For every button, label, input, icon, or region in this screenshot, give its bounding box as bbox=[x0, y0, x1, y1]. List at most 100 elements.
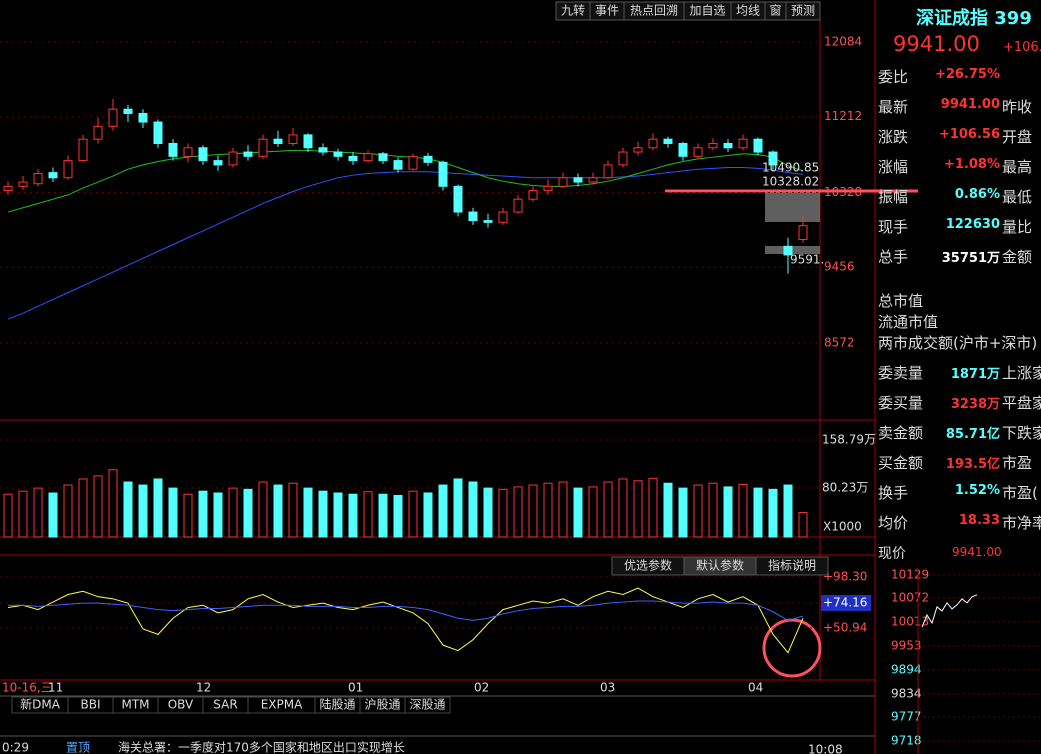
volume-bar bbox=[378, 493, 388, 538]
price-label: 9591. bbox=[790, 253, 824, 267]
quote-label: 总市值 bbox=[878, 292, 924, 310]
candle-body bbox=[498, 211, 508, 223]
param-label[interactable]: 优选参数 bbox=[624, 558, 672, 573]
quote-label: 卖金额 bbox=[878, 424, 924, 442]
volume-bar bbox=[543, 482, 553, 538]
candle-body bbox=[63, 160, 73, 179]
volume-bar bbox=[618, 478, 628, 538]
indicator-tab bbox=[404, 696, 451, 714]
volume-bar bbox=[63, 484, 73, 538]
toolbar-label[interactable]: 热点回溯 bbox=[630, 3, 678, 18]
candle-body bbox=[543, 185, 553, 192]
quote-value: +1.08% bbox=[944, 157, 1000, 172]
tab-label[interactable]: 陆股通 bbox=[319, 697, 355, 712]
param-button bbox=[755, 556, 829, 576]
volume-bar bbox=[693, 484, 703, 538]
candle-body bbox=[603, 164, 613, 179]
quote-label: 下跌家 bbox=[1002, 424, 1041, 442]
candle-body bbox=[528, 190, 538, 200]
volume-bar bbox=[318, 490, 328, 538]
quote-label: 昨收 bbox=[1002, 98, 1033, 116]
panel-bg bbox=[875, 0, 1041, 754]
volume-bar bbox=[153, 478, 163, 538]
toolbar-label[interactable]: 加自选 bbox=[689, 4, 725, 18]
tab-label[interactable]: OBV bbox=[168, 698, 194, 712]
quote-label: 金额 bbox=[1002, 248, 1033, 266]
volume-bar bbox=[738, 483, 748, 538]
toolbar-label[interactable]: 均线 bbox=[736, 4, 760, 18]
stock-name: 深证成指 399 bbox=[916, 8, 1032, 29]
mini-tick-label: 9834 bbox=[891, 687, 922, 701]
toolbar-label[interactable]: 九转 bbox=[561, 3, 585, 18]
quote-label: 平盘家 bbox=[1002, 394, 1041, 412]
quote-label: 均价 bbox=[878, 514, 909, 532]
volume-bar bbox=[723, 486, 733, 538]
quote-value: 85.71亿 bbox=[945, 427, 1000, 442]
candle-body bbox=[138, 112, 148, 123]
x-tick-label: 10-16,三 bbox=[2, 681, 53, 695]
volume-bar bbox=[123, 481, 133, 538]
volume-bar bbox=[273, 484, 283, 538]
candle-body bbox=[768, 151, 778, 166]
volume-bar bbox=[288, 482, 298, 538]
y-tick-label: 12084 bbox=[824, 34, 862, 48]
now-value: 9941.00 bbox=[952, 545, 1002, 559]
toolbar-button bbox=[785, 1, 821, 21]
volume-bar bbox=[768, 488, 778, 538]
ma-line bbox=[7, 149, 804, 213]
candle-body bbox=[93, 125, 103, 140]
quote-label: 最新 bbox=[878, 98, 909, 116]
volume-bar bbox=[393, 494, 403, 538]
stock-price: 9941.00 bbox=[893, 32, 980, 56]
x-tick-label: 11 bbox=[48, 681, 63, 695]
candle-body bbox=[123, 108, 133, 114]
volume-bar bbox=[498, 488, 508, 538]
tab-label[interactable]: MTM bbox=[121, 698, 149, 712]
mini-line bbox=[921, 594, 978, 628]
volume-bar bbox=[603, 481, 613, 538]
candle-body bbox=[663, 138, 673, 144]
candle-body bbox=[228, 151, 238, 166]
param-label[interactable]: 默认参数 bbox=[696, 558, 744, 573]
candle-body bbox=[633, 147, 643, 153]
volume-bar bbox=[648, 477, 658, 538]
mini-tick-label: 9718 bbox=[891, 734, 922, 748]
mini-tick-label: 9953 bbox=[891, 639, 922, 653]
candle-body bbox=[588, 177, 598, 183]
volume-bar bbox=[18, 490, 28, 538]
toolbar-label[interactable]: 事件 bbox=[595, 4, 619, 18]
toolbar-label[interactable]: 窗 bbox=[769, 4, 781, 18]
y-tick-label: +50.94 bbox=[823, 620, 867, 634]
volume-bar bbox=[663, 482, 673, 538]
tab-label[interactable]: SAR bbox=[213, 698, 237, 712]
volume-bar bbox=[783, 484, 793, 538]
quote-value: 122630 bbox=[945, 217, 1000, 232]
candle-body bbox=[273, 138, 283, 144]
mini-tick-label: 10129 bbox=[891, 568, 929, 582]
y-tick-label: 158.79万 bbox=[822, 432, 876, 446]
toolbar-label[interactable]: 预测 bbox=[791, 4, 815, 18]
candle-body bbox=[738, 138, 748, 149]
candle-body bbox=[468, 211, 478, 222]
tab-label[interactable]: 沪股通 bbox=[364, 698, 400, 712]
candle-body bbox=[558, 177, 568, 187]
tab-label[interactable]: BBI bbox=[80, 698, 100, 712]
y-tick-label: 8572 bbox=[824, 336, 855, 350]
status-news: 海关总署：一季度对170多个国家和地区出口实现增长 bbox=[118, 740, 405, 754]
candle-body bbox=[438, 161, 448, 187]
x-tick-label: 01 bbox=[348, 681, 363, 695]
candle-body bbox=[453, 185, 463, 213]
candle-body bbox=[198, 147, 208, 162]
param-label[interactable]: 指标说明 bbox=[768, 558, 816, 573]
tab-label[interactable]: EXPMA bbox=[261, 698, 303, 712]
tab-label[interactable]: 深股通 bbox=[409, 698, 445, 712]
volume-bar bbox=[213, 492, 223, 538]
tab-label[interactable]: 新DMA bbox=[20, 697, 61, 712]
quote-value: 0.86% bbox=[954, 187, 1000, 202]
candle-body bbox=[303, 134, 313, 149]
candle-body bbox=[618, 151, 628, 166]
candle-body bbox=[573, 177, 583, 183]
volume-bar bbox=[33, 487, 43, 538]
candle-body bbox=[288, 134, 298, 144]
candle-body bbox=[18, 181, 28, 187]
